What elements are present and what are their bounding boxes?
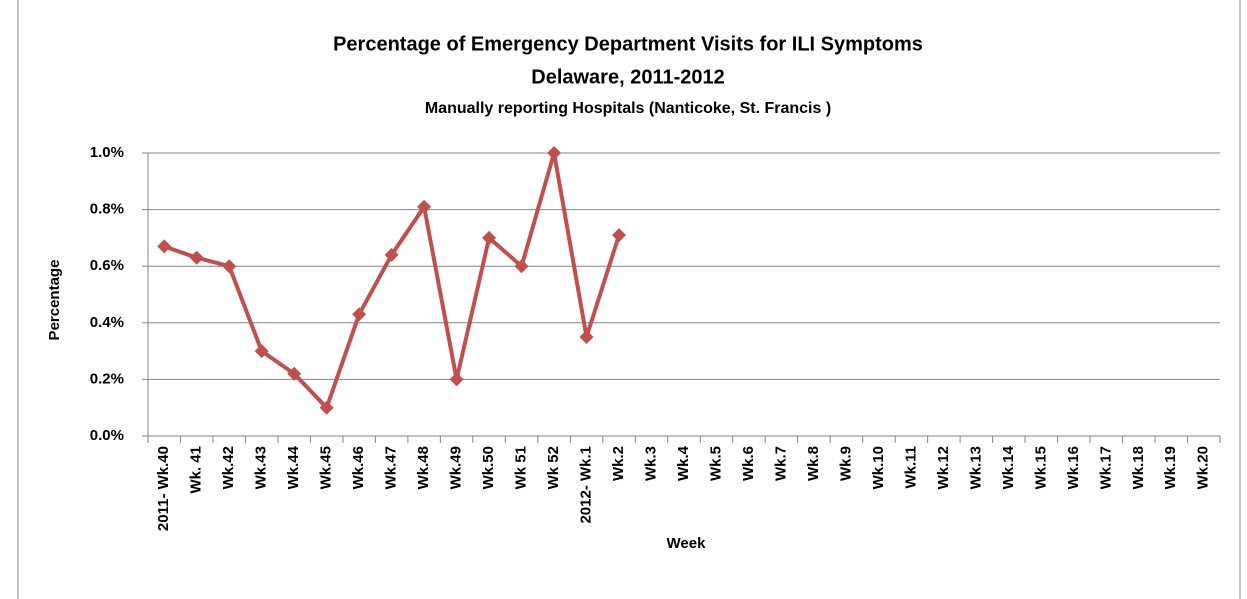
data-point	[157, 239, 172, 254]
x-tick-label: Wk.12	[935, 446, 952, 489]
data-point	[612, 228, 627, 243]
x-tick-label: Wk.2	[610, 446, 627, 481]
x-tick-label: Wk.50	[480, 446, 497, 489]
x-tick-label: Wk.9	[837, 446, 854, 481]
y-tick-label: 1.0%	[90, 144, 124, 161]
data-point	[482, 230, 497, 245]
x-tick-label: Wk.47	[383, 446, 400, 489]
y-tick-label: 0.0%	[90, 427, 124, 444]
y-tick-label: 0.4%	[90, 314, 124, 331]
x-tick-label: Wk.8	[805, 446, 822, 481]
x-tick-label: Wk.45	[318, 446, 335, 489]
data-point	[579, 329, 594, 344]
data-point	[287, 366, 302, 381]
x-tick-label: Wk.13	[967, 446, 984, 489]
x-tick-label: Wk.10	[870, 446, 887, 489]
x-tick-label: Wk.3	[642, 446, 659, 481]
x-tick-label: Wk.7	[772, 446, 789, 481]
x-tick-label: Wk.46	[350, 446, 367, 489]
data-point	[384, 247, 399, 262]
x-tick-label: Wk.48	[415, 446, 432, 489]
chart-subtitle: Manually reporting Hospitals (Nanticoke,…	[425, 100, 831, 117]
data-point	[319, 400, 334, 415]
chart-title: Percentage of Emergency Department Visit…	[333, 33, 923, 55]
x-tick-label: Wk.20	[1195, 446, 1212, 489]
data-point	[417, 199, 432, 214]
x-tick-label: Wk.15	[1032, 446, 1049, 489]
x-tick-label: Wk.17	[1097, 446, 1114, 489]
x-tick-label: Wk.14	[1000, 445, 1017, 489]
x-axis-label: Week	[667, 535, 707, 552]
x-tick-label: Wk.18	[1130, 446, 1147, 489]
x-tick-label: Wk. 41	[188, 446, 205, 494]
y-tick-label: 0.8%	[90, 201, 124, 218]
data-point	[514, 259, 529, 274]
x-tick-label: Wk 51	[513, 446, 530, 489]
y-tick-label: 0.6%	[90, 257, 124, 274]
x-tick-label: Wk.44	[285, 445, 302, 489]
x-tick-label: Wk.11	[902, 446, 919, 489]
y-axis-label: Percentage	[46, 260, 63, 341]
x-tick-label: Wk.43	[253, 446, 270, 489]
x-tick-label: 2011- Wk.40	[155, 446, 172, 531]
x-tick-label: 2012- Wk.1	[578, 446, 595, 524]
chart-frame	[17, 0, 1241, 599]
x-tick-label: Wk.6	[740, 446, 757, 481]
data-point	[352, 307, 367, 322]
x-tick-label: Wk.16	[1065, 446, 1082, 489]
x-tick-label: Wk.49	[448, 446, 465, 489]
data-point	[449, 372, 464, 387]
x-tick-label: Wk.42	[220, 446, 237, 489]
x-tick-label: Wk 52	[545, 446, 562, 489]
data-point	[189, 250, 204, 265]
chart-subtitle: Delaware, 2011-2012	[531, 66, 725, 88]
data-point	[547, 146, 562, 160]
data-point	[254, 344, 269, 359]
x-tick-label: Wk.4	[675, 445, 692, 481]
x-tick-label: Wk.19	[1162, 446, 1179, 489]
y-tick-label: 0.2%	[90, 370, 124, 387]
data-point	[222, 259, 237, 274]
x-tick-label: Wk.5	[707, 446, 724, 481]
